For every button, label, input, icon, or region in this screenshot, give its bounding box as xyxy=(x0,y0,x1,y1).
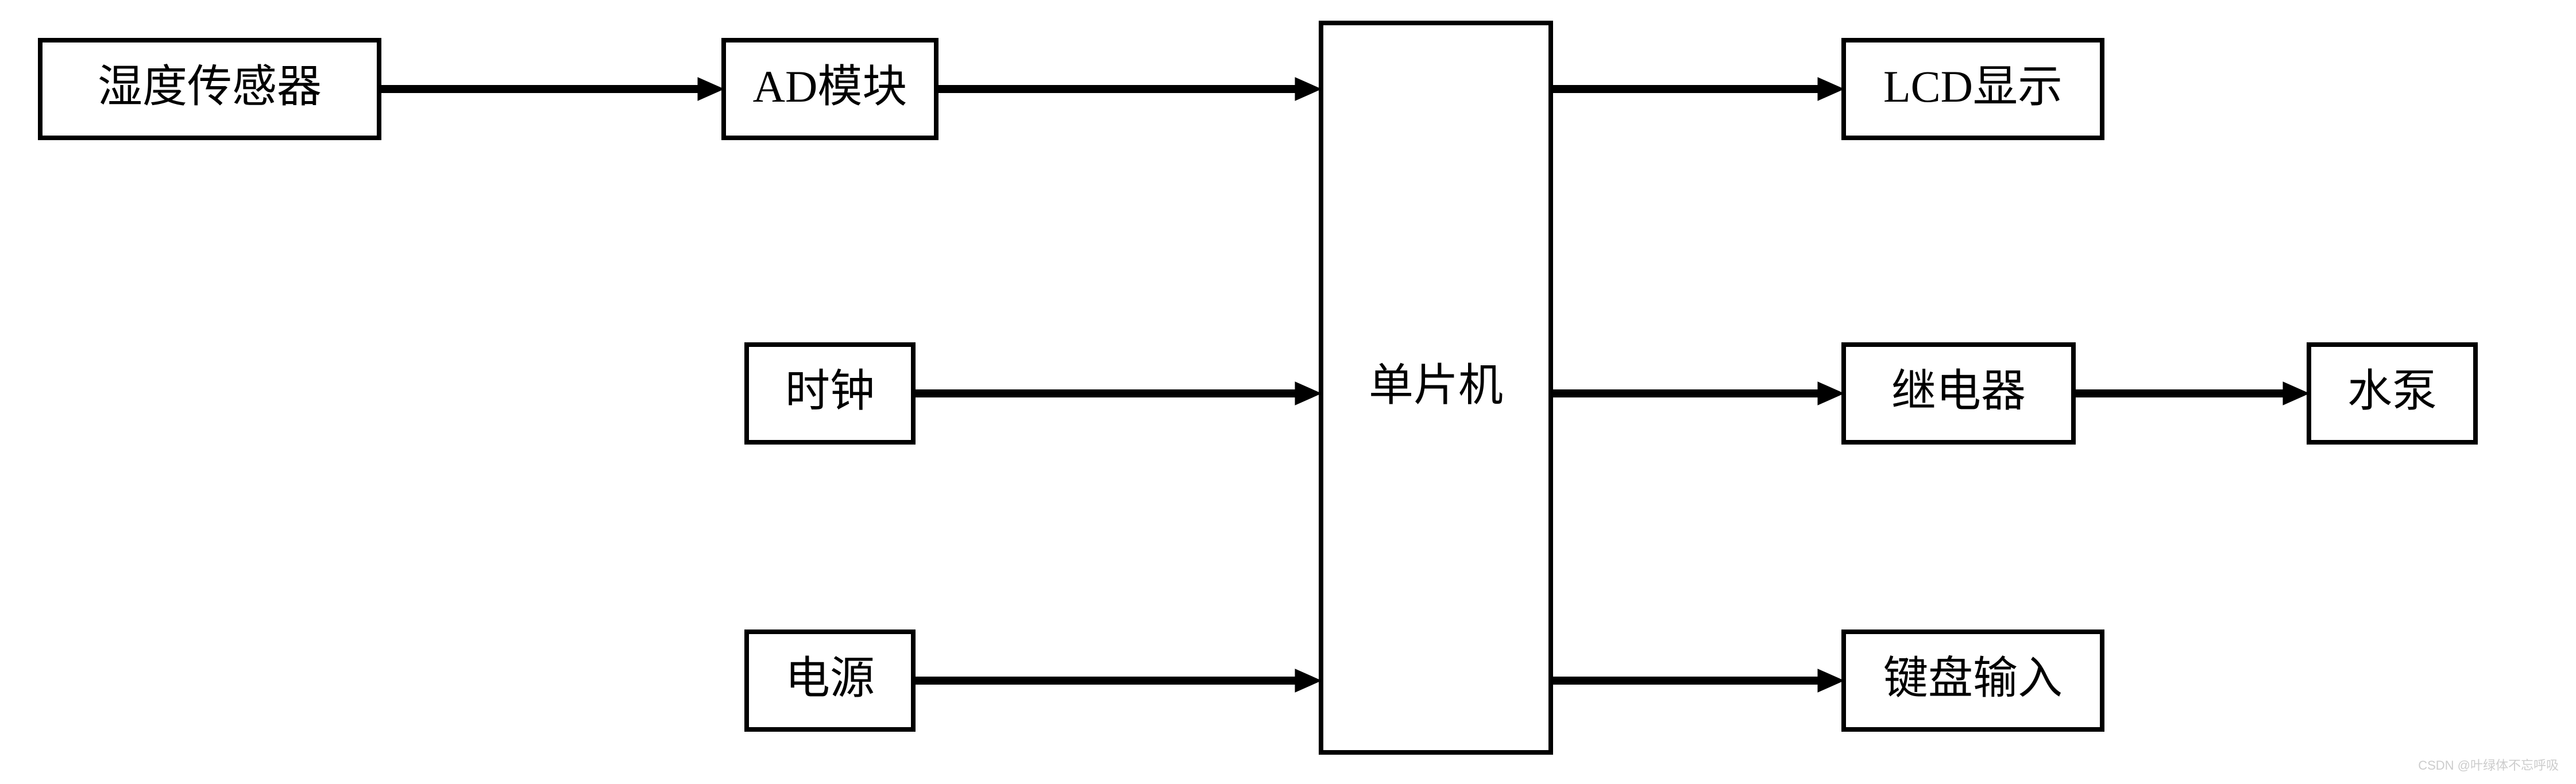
node-mcu-label: 单片机 xyxy=(1369,360,1503,410)
arrow-ad-to-mcu xyxy=(936,78,1321,101)
arrow-clock-to-mcu xyxy=(913,382,1321,405)
block-diagram: 湿度传感器 AD模块时钟电源 单片机 LCD显示继电器键盘输入 水泵 CSDN @叶绿体不… xyxy=(0,0,2576,784)
node-relay: 继电器 xyxy=(1844,345,2073,442)
node-ad: AD模块 xyxy=(724,40,936,138)
node-humidity-label: 湿度传感器 xyxy=(98,61,322,111)
node-clock-label: 时钟 xyxy=(785,366,875,416)
node-lcd-label: LCD显示 xyxy=(1883,61,2063,111)
node-ad-label: AD模块 xyxy=(753,61,907,111)
node-humidity: 湿度传感器 xyxy=(40,40,379,138)
node-keyboard: 键盘输入 xyxy=(1844,632,2102,729)
node-lcd: LCD显示 xyxy=(1844,40,2102,138)
node-pump-label: 水泵 xyxy=(2347,366,2437,416)
node-mcu: 单片机 xyxy=(1321,23,1551,752)
arrow-mcu-to-keyboard xyxy=(1551,669,1844,692)
node-clock: 时钟 xyxy=(747,345,913,442)
watermark-text: CSDN @叶绿体不忘呼吸 xyxy=(2418,758,2559,773)
arrow-relay-to-pump xyxy=(2073,382,2309,405)
arrow-mcu-to-lcd xyxy=(1551,78,1844,101)
node-power: 电源 xyxy=(747,632,913,729)
node-relay-label: 继电器 xyxy=(1891,366,2026,416)
node-keyboard-label: 键盘输入 xyxy=(1883,653,2063,703)
node-pump: 水泵 xyxy=(2309,345,2475,442)
arrow-power-to-mcu xyxy=(913,669,1321,692)
arrow-humidity-to-ad xyxy=(379,78,724,101)
arrow-mcu-to-relay xyxy=(1551,382,1844,405)
node-power-label: 电源 xyxy=(785,653,875,703)
